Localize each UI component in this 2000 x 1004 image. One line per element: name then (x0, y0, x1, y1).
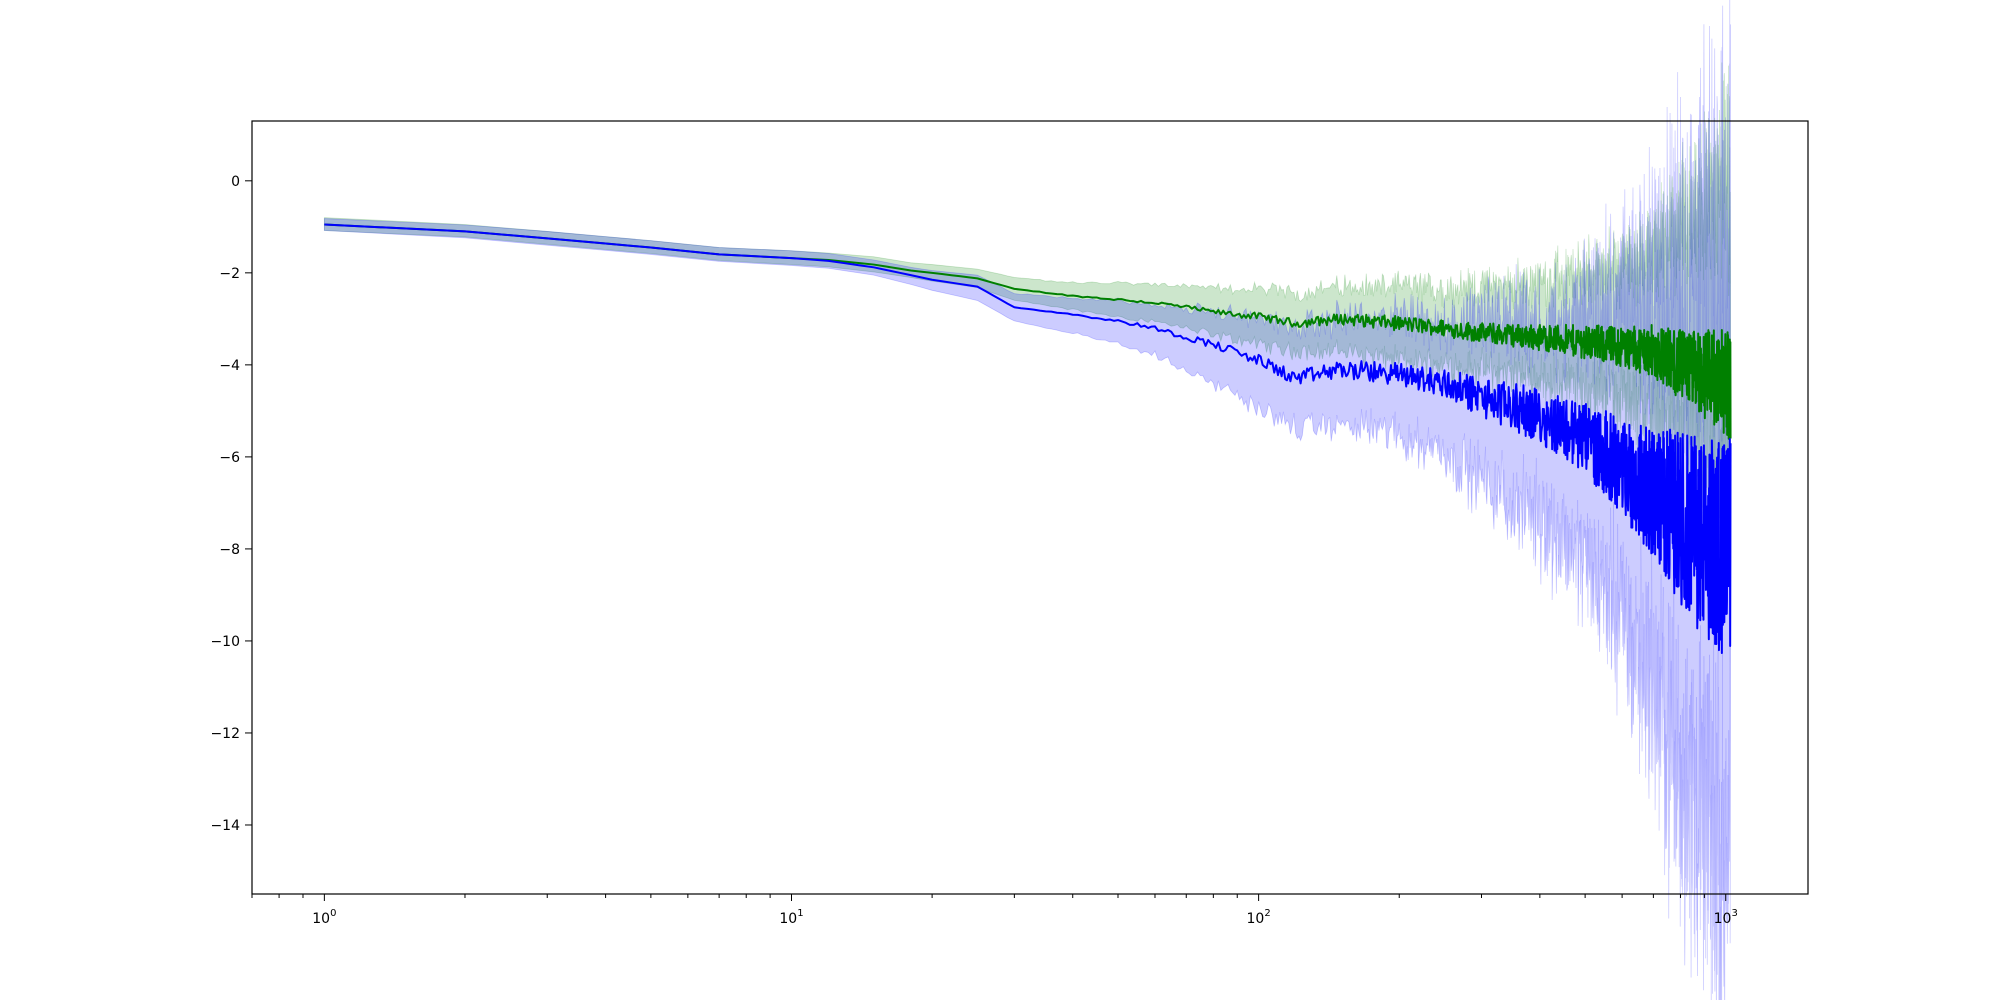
y-tick-label: −12 (210, 726, 240, 742)
lines-layer (324, 223, 1732, 655)
x-tick-label: 103 (1714, 908, 1738, 927)
y-tick-label: −6 (219, 450, 240, 466)
series-1-line (324, 223, 1732, 655)
x-tick-label: 102 (1247, 908, 1271, 927)
x-axis: 100 101 102 103 (251, 894, 1738, 927)
y-tick-label: −8 (219, 542, 240, 558)
x-tick-label: 101 (779, 908, 803, 927)
y-tick-label: 0 (231, 174, 240, 190)
series-0-line (324, 223, 1732, 440)
y-tick-label: −10 (210, 634, 240, 650)
series-1-band (323, 0, 1731, 1004)
y-tick-label: −4 (219, 358, 240, 374)
y-axis: 0 −2 −4 −6 −8 −10 −12 −14 (210, 174, 252, 834)
y-tick-label: −14 (210, 818, 240, 834)
y-tick-label: −2 (219, 266, 240, 282)
bands-layer (323, 0, 1731, 1004)
axes-frame (251, 120, 1809, 895)
x-tick-label: 100 (312, 908, 336, 927)
